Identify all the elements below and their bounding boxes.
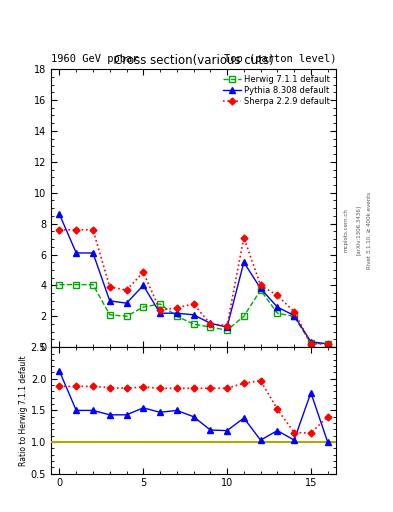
Sherpa 2.2.9 default xyxy=(208,321,213,327)
Line: Pythia 8.308 default: Pythia 8.308 default xyxy=(57,211,331,347)
Text: mcplots.cern.ch: mcplots.cern.ch xyxy=(344,208,349,252)
Pythia 8.308 default xyxy=(141,282,146,288)
Sherpa 2.2.9 default xyxy=(91,227,95,233)
Herwig 7.1.1 default xyxy=(124,313,129,319)
Pythia 8.308 default xyxy=(124,300,129,306)
Herwig 7.1.1 default xyxy=(74,282,79,288)
Herwig 7.1.1 default xyxy=(91,282,95,288)
Legend: Herwig 7.1.1 default, Pythia 8.308 default, Sherpa 2.2.9 default: Herwig 7.1.1 default, Pythia 8.308 defau… xyxy=(221,73,332,108)
Title: Cross section(various cuts): Cross section(various cuts) xyxy=(114,54,274,67)
Herwig 7.1.1 default xyxy=(174,313,179,319)
Line: Herwig 7.1.1 default: Herwig 7.1.1 default xyxy=(57,282,331,347)
Herwig 7.1.1 default xyxy=(107,312,112,318)
Sherpa 2.2.9 default xyxy=(275,292,280,298)
Pythia 8.308 default xyxy=(292,312,296,318)
Sherpa 2.2.9 default xyxy=(124,287,129,293)
Text: Top (parton level): Top (parton level) xyxy=(224,54,336,64)
Pythia 8.308 default xyxy=(325,340,330,347)
Sherpa 2.2.9 default xyxy=(141,269,146,275)
Herwig 7.1.1 default xyxy=(158,301,162,307)
Pythia 8.308 default xyxy=(225,324,230,330)
Sherpa 2.2.9 default xyxy=(225,323,230,329)
Pythia 8.308 default xyxy=(241,259,246,265)
Herwig 7.1.1 default xyxy=(309,340,313,347)
Sherpa 2.2.9 default xyxy=(241,234,246,241)
Herwig 7.1.1 default xyxy=(325,340,330,347)
Herwig 7.1.1 default xyxy=(241,313,246,319)
Sherpa 2.2.9 default xyxy=(158,307,162,313)
Sherpa 2.2.9 default xyxy=(292,309,296,315)
Sherpa 2.2.9 default xyxy=(74,227,79,233)
Herwig 7.1.1 default xyxy=(57,282,62,288)
Text: [arXiv:1306.3436]: [arXiv:1306.3436] xyxy=(356,205,361,255)
Sherpa 2.2.9 default xyxy=(325,340,330,347)
Herwig 7.1.1 default xyxy=(141,304,146,310)
Pythia 8.308 default xyxy=(174,310,179,316)
Herwig 7.1.1 default xyxy=(258,287,263,293)
Y-axis label: Ratio to Herwig 7.1.1 default: Ratio to Herwig 7.1.1 default xyxy=(19,355,28,466)
Herwig 7.1.1 default xyxy=(208,324,213,330)
Pythia 8.308 default xyxy=(191,312,196,318)
Text: Rivet 3.1.10, ≥ 400k events: Rivet 3.1.10, ≥ 400k events xyxy=(366,192,371,269)
Pythia 8.308 default xyxy=(91,250,95,256)
Sherpa 2.2.9 default xyxy=(309,340,313,347)
Pythia 8.308 default xyxy=(309,339,313,345)
Sherpa 2.2.9 default xyxy=(107,284,112,290)
Pythia 8.308 default xyxy=(258,285,263,291)
Herwig 7.1.1 default xyxy=(225,327,230,333)
Sherpa 2.2.9 default xyxy=(57,227,62,233)
Pythia 8.308 default xyxy=(107,298,112,304)
Text: 1960 GeV ppbar: 1960 GeV ppbar xyxy=(51,54,139,64)
Pythia 8.308 default xyxy=(275,304,280,310)
Line: Sherpa 2.2.9 default: Sherpa 2.2.9 default xyxy=(57,227,330,346)
Sherpa 2.2.9 default xyxy=(258,282,263,288)
Pythia 8.308 default xyxy=(208,320,213,326)
Herwig 7.1.1 default xyxy=(275,310,280,316)
Sherpa 2.2.9 default xyxy=(174,305,179,311)
Herwig 7.1.1 default xyxy=(191,321,196,327)
Pythia 8.308 default xyxy=(57,211,62,218)
Sherpa 2.2.9 default xyxy=(191,301,196,307)
Pythia 8.308 default xyxy=(74,250,79,256)
Pythia 8.308 default xyxy=(158,310,162,316)
Herwig 7.1.1 default xyxy=(292,313,296,319)
